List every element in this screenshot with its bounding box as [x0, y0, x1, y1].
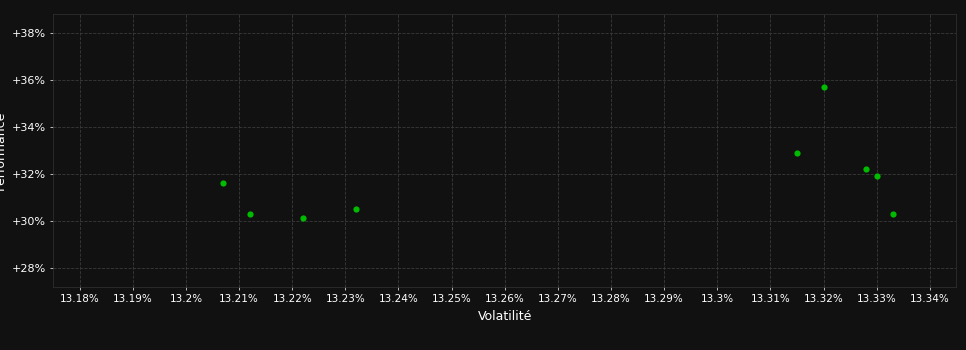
Point: [349, 206, 364, 212]
Point: [296, 215, 311, 220]
Point: [789, 150, 805, 156]
Y-axis label: Performance: Performance: [0, 111, 7, 190]
Point: [885, 211, 900, 217]
Point: [869, 174, 885, 179]
X-axis label: Volatilité: Volatilité: [477, 309, 532, 322]
Point: [215, 181, 231, 186]
Point: [859, 167, 874, 172]
Point: [242, 211, 258, 217]
Point: [816, 84, 832, 90]
